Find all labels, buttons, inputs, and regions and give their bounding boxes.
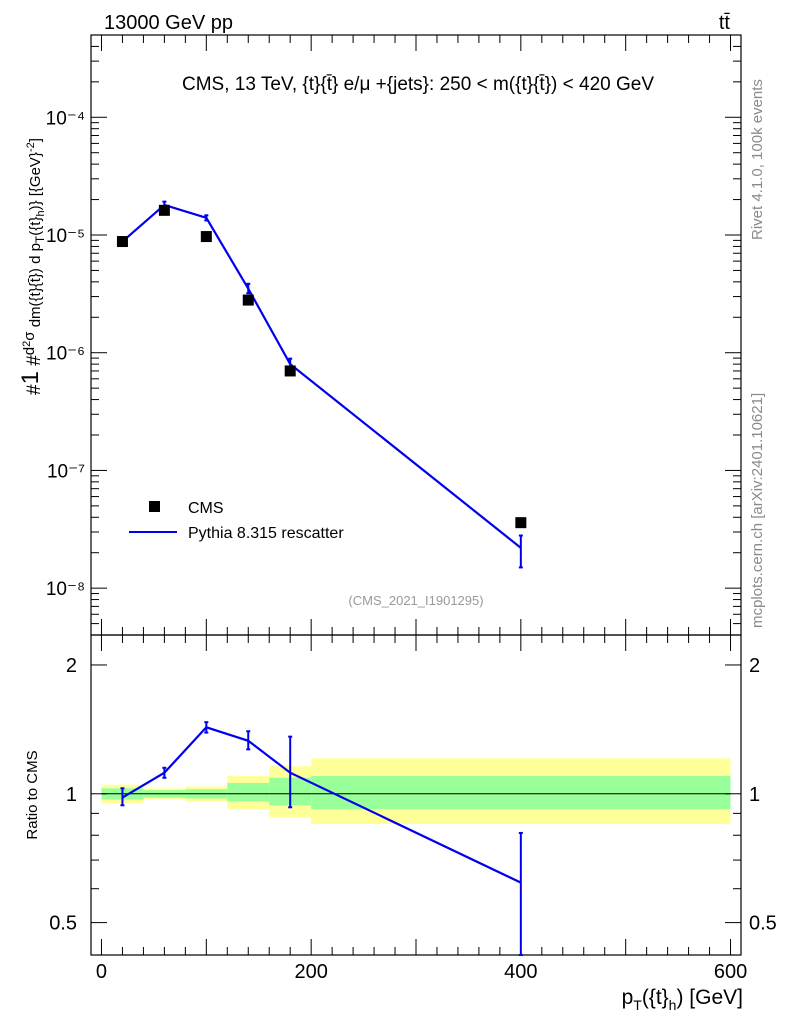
x-tick-label: 600 <box>714 961 747 983</box>
x-axis-label-text: pT({t}h) [GeV] <box>622 986 743 1013</box>
y-tick-label: 10⁻⁵ <box>46 226 85 247</box>
analysis-id: (CMS_2021_I1901295) <box>348 593 483 608</box>
cms-data-point <box>242 294 254 306</box>
process-label: tt̄ <box>719 12 731 34</box>
ratio-band-inner <box>227 782 270 802</box>
x-tick-label: 400 <box>504 961 537 983</box>
x-tick-label: 200 <box>294 961 327 983</box>
ratio-band-inner <box>311 776 731 810</box>
rivet-label: Rivet 4.1.0, 100k events <box>749 79 766 240</box>
legend-marker-cms <box>149 501 160 512</box>
cms-data-point <box>200 231 212 243</box>
cms-data-point <box>116 236 128 248</box>
cms-data-point <box>158 204 170 216</box>
y-tick-label: 10⁻⁷ <box>47 461 85 482</box>
mcplots-label: mcplots.cern.ch [arXiv:2401.10621] <box>749 393 766 628</box>
x-axis-label: pT({t}h) [GeV] <box>622 986 743 1013</box>
y-tick-label: 10⁻⁸ <box>46 579 85 600</box>
legend-label-cms: CMS <box>188 500 224 517</box>
mc-line <box>121 203 522 549</box>
cms-data-point <box>515 517 527 529</box>
ratio-uncertainty-bands <box>101 758 731 824</box>
energy-label: 13000 GeV pp <box>104 12 233 34</box>
main-y-ticks: 10⁻⁸ 10⁻⁷ 10⁻⁶ 10⁻⁵ 10⁻⁴ <box>46 34 741 636</box>
ratio-y-tick-label-left: 2 <box>66 655 77 677</box>
main-y-axis-label: #1 #d2σ dm({t}{t̄}) d pT({t}h)} [{GeV}-2… <box>17 138 47 395</box>
ratio-y-tick-label-right: 2 <box>749 655 760 677</box>
y-tick-label: 10⁻⁶ <box>46 344 85 365</box>
ratio-data-marks <box>120 721 523 956</box>
cms-data-point <box>284 365 296 377</box>
main-plot-panel: 10⁻⁸ 10⁻⁷ 10⁻⁶ 10⁻⁵ 10⁻⁴ CMS, 13 TeV, {t}{t̄… <box>17 34 742 636</box>
ratio-plot-panel: 0.5 0.5 1 1 2 2 0 200 400 600 Ratio to CMS pT({t}… <box>24 634 777 1013</box>
ratio-y-tick-label-right: 1 <box>749 784 760 806</box>
ratio-y-tick-label-left: 1 <box>66 784 77 806</box>
ratio-mc-line <box>121 726 522 884</box>
x-tick-label: 0 <box>96 961 107 983</box>
main-y-axis-label-text: #1 #d2σ dm({t}{t̄}) d pT({t}h)} [{GeV}-2… <box>17 138 47 395</box>
main-data-marks <box>116 200 527 569</box>
ratio-y-tick-label-right: 0.5 <box>749 913 777 935</box>
ratio-ticks: 0.5 0.5 1 1 2 2 0 200 400 600 <box>49 635 777 983</box>
ratio-y-tick-label-left: 0.5 <box>49 913 77 935</box>
legend-label-mc: Pythia 8.315 rescatter <box>188 525 344 542</box>
y-tick-label: 10⁻⁴ <box>46 108 85 129</box>
ratio-y-axis-label: Ratio to CMS <box>24 750 41 839</box>
main-x-ticks <box>100 35 732 635</box>
main-plot-frame <box>90 34 742 636</box>
plot-title: CMS, 13 TeV, {t}{t̄} e/μ +{jets}: 250 < … <box>182 74 654 95</box>
legend: CMS Pythia 8.315 rescatter <box>129 500 344 542</box>
